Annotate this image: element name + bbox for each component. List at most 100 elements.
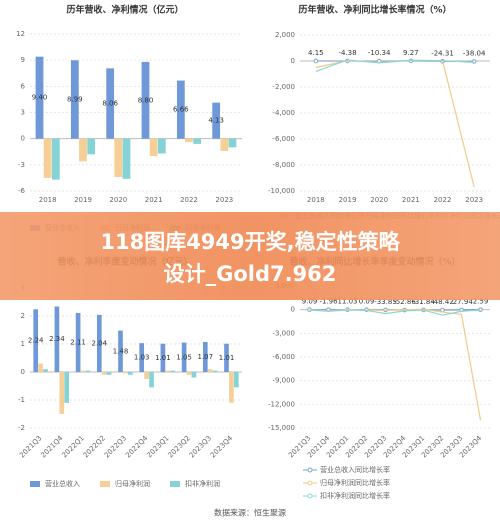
x-tick-label: 2022 [180, 196, 198, 204]
legend-label: 营业总收入 [45, 479, 80, 488]
value-label: 1.01 [155, 354, 171, 362]
y-tick-label: -12,000 [268, 400, 295, 408]
x-tick-label: 2018 [307, 196, 325, 204]
bar [149, 138, 158, 157]
value-label: -10.34 [368, 49, 391, 57]
bar [96, 314, 102, 372]
y-tick-label: 0 [21, 135, 25, 143]
y-tick-label: -3,000 [272, 329, 295, 337]
point [313, 58, 319, 64]
bar [118, 330, 123, 372]
value-label: -52.86 [393, 298, 416, 306]
bar [157, 138, 166, 154]
value-label: 1.05 [176, 353, 192, 361]
bar [144, 372, 149, 379]
bar [75, 312, 81, 372]
value-label: 2.34 [49, 335, 65, 343]
x-tick-label: 2020 [109, 196, 127, 204]
bar [233, 372, 239, 388]
line [309, 309, 481, 316]
legend-swatch [100, 481, 110, 487]
bar [228, 138, 237, 148]
bar [181, 342, 187, 372]
y-tick-label: -9,000 [272, 377, 295, 385]
chart-title: 历年营收、净利同比增长率情况（%） [298, 4, 451, 16]
bar [64, 372, 70, 403]
value-label: -33.85 [374, 298, 397, 306]
y-tick-label: 0 [21, 368, 25, 376]
bar [79, 138, 87, 162]
bar [141, 61, 150, 139]
legend-label: 扣非净利润同比增长率 [320, 491, 390, 500]
value-label: 2.24 [28, 337, 44, 345]
bar [123, 372, 128, 374]
bar [114, 138, 123, 178]
y-tick-label: 0 [291, 306, 295, 314]
y-tick-label: 6 [21, 82, 26, 90]
legend-label: 扣非净利润 [185, 479, 220, 488]
line [315, 59, 475, 72]
legend-label: 归母净利润同比增长率 [320, 478, 390, 487]
bar [186, 372, 192, 375]
value-label: -38.04 [463, 49, 486, 57]
value-label: 9.09 [302, 298, 318, 306]
legend-label: 营业总收入同比增长率 [320, 465, 390, 474]
bar [70, 60, 79, 139]
value-label: 4.15 [308, 49, 324, 57]
x-tick-label: 2022Q1 [61, 434, 86, 459]
bar [176, 80, 185, 139]
y-tick-label: 3 [21, 109, 25, 117]
value-label: -31.84 [412, 298, 435, 306]
bar [170, 370, 176, 372]
bar [212, 102, 221, 139]
y-tick-label: 0 [291, 57, 295, 65]
bar [202, 342, 208, 372]
value-label: 2.11 [70, 338, 86, 346]
x-tick-label: 2019 [339, 196, 357, 204]
x-tick-label: 2023Q1 [145, 434, 170, 459]
y-tick-label: 9 [21, 56, 25, 64]
bar [101, 372, 107, 375]
bar [149, 372, 154, 388]
chart-title: 历年营收、净利情况（亿元） [66, 4, 183, 16]
value-label: 8.80 [138, 96, 154, 104]
x-tick-label: 2023Q4 [209, 434, 235, 460]
value-label: 4.13 [208, 117, 224, 125]
value-label: 8.99 [67, 95, 83, 103]
x-tick-label: 2023Q3 [188, 434, 213, 459]
legend-swatch [307, 480, 313, 486]
value-label: 1.48 [113, 347, 129, 355]
bar [59, 372, 65, 414]
value-label: 9.27 [403, 49, 419, 57]
x-tick-label: 2022Q2 [82, 434, 107, 459]
bar [191, 372, 197, 378]
value-label: 1.07 [198, 353, 214, 361]
bar [224, 343, 229, 372]
legend-label: 归母净利润 [115, 479, 150, 488]
value-label: 8.06 [102, 100, 118, 108]
y-tick-label: -2 [18, 424, 25, 432]
y-tick-label: 12 [16, 30, 25, 38]
x-tick-label: 2021 [402, 196, 420, 204]
bar [54, 306, 60, 372]
bar [38, 363, 43, 372]
bar [33, 309, 39, 372]
bar [160, 343, 166, 372]
value-label: 2.04 [92, 339, 108, 347]
x-tick-label: 2022 [434, 196, 452, 204]
x-tick-label: 2023 [215, 196, 233, 204]
banner-line: 118图库4949开奖,稳定性策略 [100, 230, 400, 254]
bar [51, 138, 60, 180]
bar [85, 370, 91, 372]
value-label: -48.42 [431, 298, 454, 306]
x-tick-label: 2018 [39, 196, 57, 204]
y-tick-label: 2,000 [275, 31, 295, 39]
y-tick-label: -15,000 [268, 424, 295, 432]
x-tick-label: 2019 [74, 196, 92, 204]
x-tick-label: 2023Q2 [167, 434, 192, 459]
source: 数据来源：恒生聚源 [214, 508, 286, 518]
legend-swatch [307, 467, 313, 473]
value-label: -24.31 [431, 49, 454, 57]
bar [212, 370, 218, 372]
y-tick-label: -6 [18, 187, 26, 195]
